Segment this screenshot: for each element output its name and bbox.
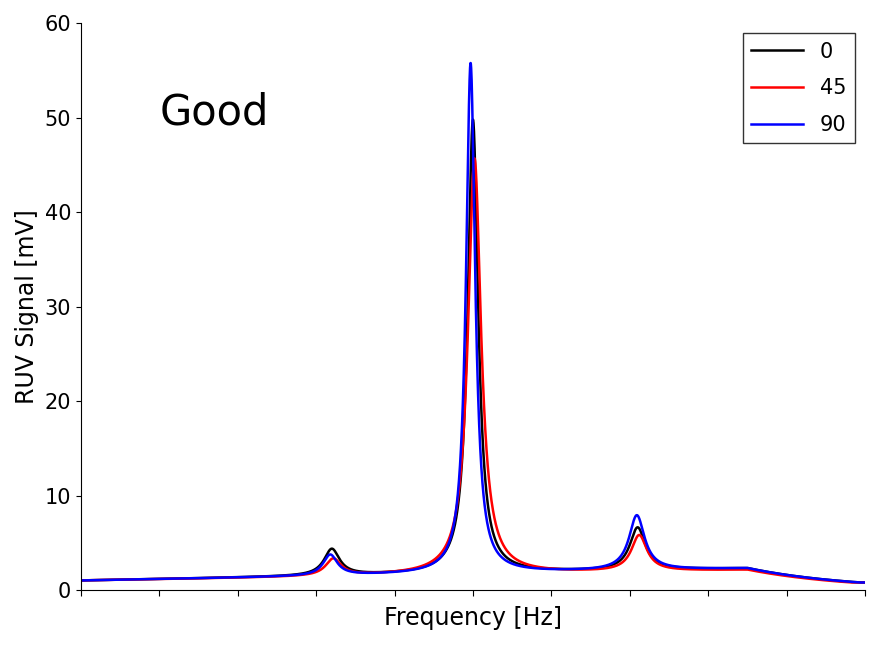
45 — [721, 566, 731, 573]
Y-axis label: RUV Signal [mV]: RUV Signal [mV] — [15, 209, 39, 404]
X-axis label: Frequency [Hz]: Frequency [Hz] — [384, 606, 562, 630]
90 — [721, 564, 731, 572]
90 — [546, 565, 556, 573]
45 — [586, 566, 597, 573]
45 — [846, 579, 856, 586]
0 — [860, 579, 870, 586]
Legend: 0, 45, 90: 0, 45, 90 — [743, 34, 854, 143]
45 — [218, 574, 229, 582]
Line: 90: 90 — [81, 63, 865, 582]
Line: 0: 0 — [81, 120, 865, 582]
45 — [375, 568, 385, 576]
0 — [661, 561, 671, 569]
0 — [546, 565, 556, 573]
90 — [218, 573, 229, 581]
Text: Good: Good — [159, 91, 268, 133]
90 — [586, 564, 597, 572]
90 — [466, 59, 476, 67]
0 — [76, 577, 86, 584]
0 — [586, 564, 597, 572]
90 — [375, 569, 385, 577]
45 — [76, 577, 86, 584]
90 — [661, 561, 671, 568]
0 — [854, 579, 865, 586]
0 — [375, 568, 385, 576]
90 — [860, 579, 870, 586]
45 — [469, 155, 480, 163]
0 — [468, 116, 479, 124]
90 — [854, 579, 865, 586]
45 — [860, 579, 870, 586]
Line: 45: 45 — [81, 159, 865, 582]
0 — [218, 573, 229, 581]
45 — [546, 564, 556, 572]
90 — [76, 577, 86, 584]
0 — [721, 564, 731, 572]
45 — [661, 563, 671, 571]
